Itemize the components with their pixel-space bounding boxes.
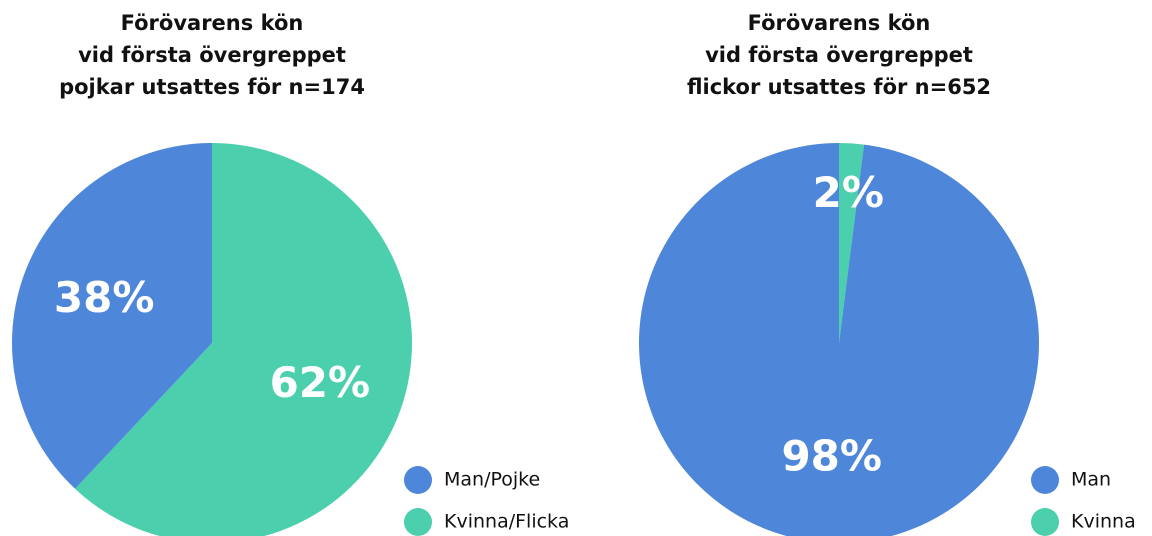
legend-label: Kvinna/Flicka — [444, 511, 569, 533]
legend-swatch — [404, 508, 432, 536]
pie-slice — [11, 143, 213, 489]
pie-slice — [839, 143, 865, 343]
data-label: 38% — [54, 273, 155, 322]
data-label: 2% — [813, 168, 884, 217]
data-label: 62% — [270, 358, 371, 407]
chart-title: Förövarens kön — [121, 11, 304, 35]
pie-slice — [639, 143, 1039, 536]
pie-slice — [75, 143, 412, 536]
legend-label: Man/Pojke — [444, 469, 540, 491]
chart-title: pojkar utsattes för n=174 — [59, 75, 365, 99]
data-label: 98% — [781, 431, 882, 480]
legend-swatch — [1031, 508, 1059, 536]
legend-label: Man — [1071, 469, 1111, 491]
legend-swatch — [1031, 466, 1059, 494]
chart-title: vid första övergreppet — [78, 43, 346, 67]
chart-title: vid första övergreppet — [705, 43, 973, 67]
chart-title: flickor utsattes för n=652 — [687, 75, 991, 99]
legend-label: Kvinna — [1071, 511, 1136, 533]
legend-swatch — [404, 466, 432, 494]
chart-title: Förövarens kön — [748, 11, 931, 35]
